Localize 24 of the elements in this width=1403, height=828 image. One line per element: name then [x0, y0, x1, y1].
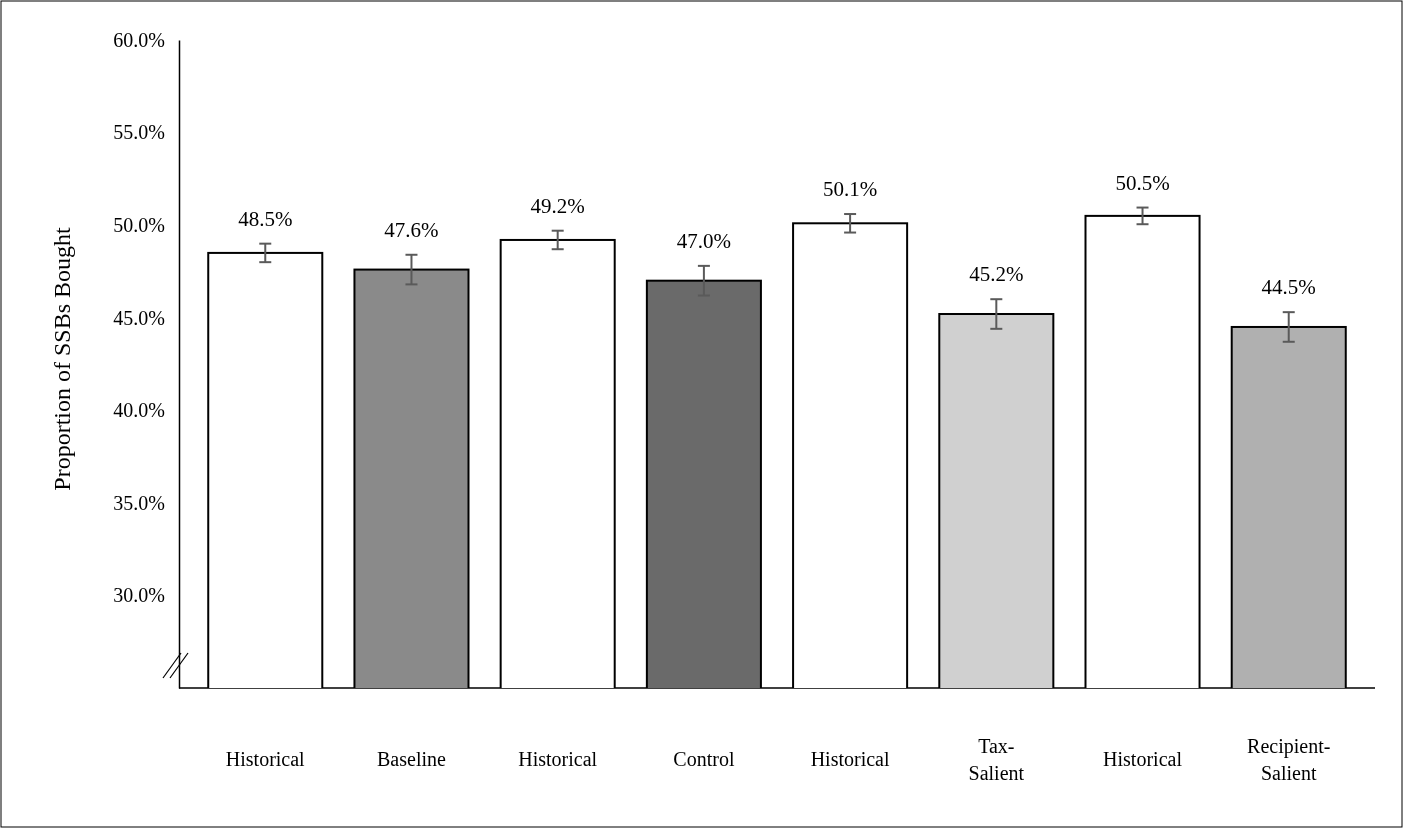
x-tick-label: Historical	[1103, 748, 1183, 770]
x-tick-label: Tax-Salient	[968, 735, 1025, 784]
x-tick-label: Historical	[518, 748, 598, 770]
data-label: 50.5%	[1115, 170, 1170, 195]
data-label: 47.6%	[384, 217, 439, 242]
x-tick-label: Control	[673, 748, 735, 770]
data-label: 50.1%	[822, 177, 878, 202]
y-tick-label: 30.0%	[113, 584, 165, 607]
x-tick-label: Historical	[810, 748, 890, 770]
data-label: 49.2%	[530, 193, 585, 218]
y-tick-label: 45.0%	[113, 306, 165, 329]
x-tick-label: Recipient-Salient	[1247, 735, 1331, 784]
data-label: 47.0%	[676, 228, 732, 253]
data-label: 45.2%	[969, 262, 1024, 287]
y-tick-label: 50.0%	[113, 214, 165, 237]
data-label: 48.5%	[238, 206, 293, 231]
x-tick-label: Baseline	[377, 748, 447, 770]
y-tick-label: 40.0%	[113, 399, 165, 422]
y-axis-title: Proportion of SSBs Bought	[49, 226, 75, 491]
y-tick-label: 55.0%	[113, 121, 165, 144]
y-tick-label: 35.0%	[113, 491, 165, 514]
y-tick-label: 60.0%	[113, 28, 165, 51]
x-tick-label: Historical	[225, 748, 306, 770]
data-label: 44.5%	[1261, 275, 1316, 300]
